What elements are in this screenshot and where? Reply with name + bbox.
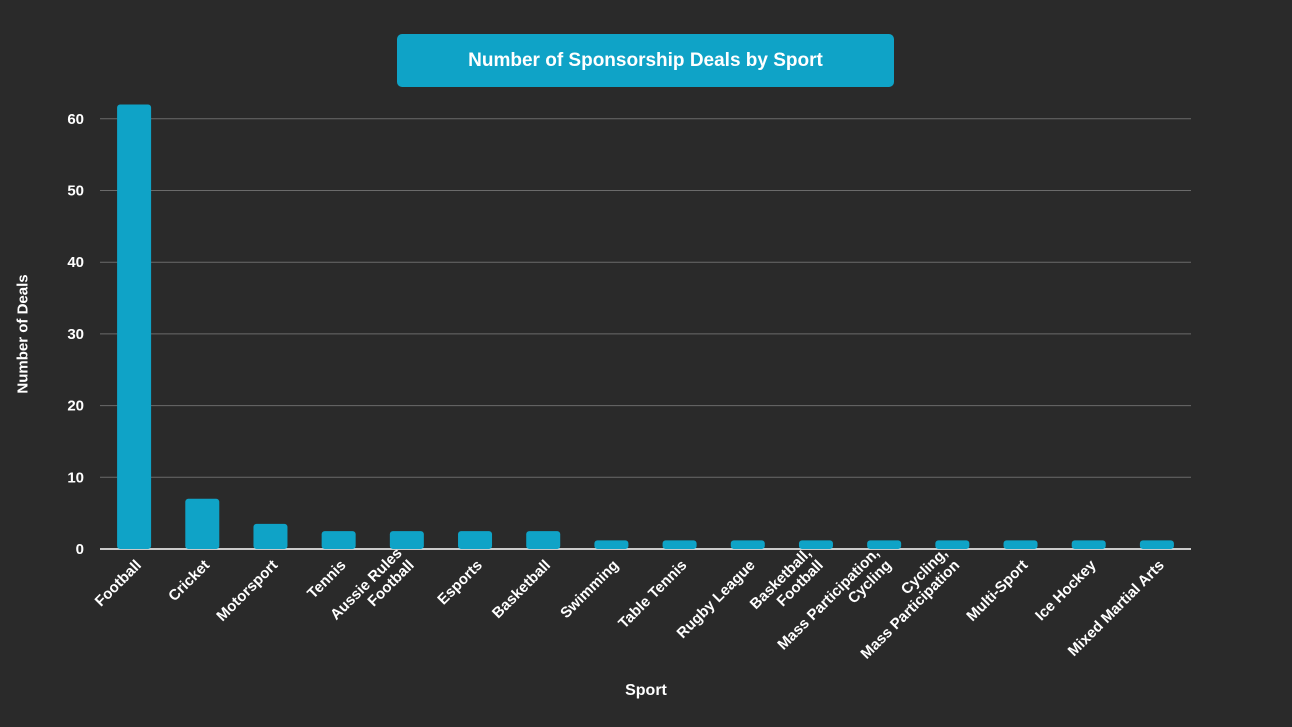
x-tick-label-text: Cricket [165,557,213,605]
x-tick-label-text: Football [92,557,145,610]
x-tick-label: Multi-Sport [963,557,1031,625]
x-tick-label-text: Aussie RulesFootball [327,545,418,636]
bar [867,540,902,549]
x-tick-label-line: Motorsport [213,557,281,625]
x-tick-label-text: Motorsport [213,557,281,625]
x-tick-label: Basketball [489,557,554,622]
bar [185,498,220,549]
bar [730,540,765,549]
y-tick-label: 20 [67,398,84,415]
x-tick-label-line: Cricket [165,557,213,605]
x-tick-label-line: Multi-Sport [963,557,1031,625]
y-tick-label: 30 [67,326,84,343]
x-tick-label: Cricket [165,557,213,605]
x-tick-label-line: Basketball [489,557,554,622]
bar [253,523,288,549]
x-tick-label-text: Table Tennis [615,557,690,632]
bar [662,540,697,549]
x-tick-label-text: Swimming [557,557,622,622]
x-tick-label: Esports [434,557,486,609]
x-tick-label: Table Tennis [615,557,690,632]
bar [798,540,833,549]
x-axis-label: Sport [625,682,667,699]
x-tick-label: Football [92,557,145,610]
bar-layer [117,104,1174,550]
y-tick-label: 50 [67,183,84,200]
bar [1071,540,1106,549]
x-tick-label-text: Esports [434,557,486,609]
bar [389,531,424,549]
y-tick-label: 40 [67,254,84,271]
bar [117,104,152,550]
x-tick-label-line: Table Tennis [615,557,690,632]
x-tick-label: Aussie RulesFootball [327,545,418,636]
grid-layer [100,118,1191,550]
bar [321,531,356,549]
x-tick-label: Swimming [557,557,622,622]
bar [458,531,493,549]
x-tick-label: Ice Hockey [1032,556,1100,624]
y-tick-label: 0 [76,541,84,558]
bar [1139,540,1174,549]
bar [935,540,970,549]
x-tick-label-line: Esports [434,557,486,609]
x-tick-label-text: Multi-Sport [963,557,1031,625]
bar [1003,540,1038,549]
chart-title: Number of Sponsorship Deals by Sport [397,34,894,87]
bar [526,531,561,549]
x-tick-label-line: Football [92,557,145,610]
y-tick-label: 10 [67,469,84,486]
x-tick-label-line: Ice Hockey [1032,556,1100,624]
x-tick-label-text: Ice Hockey [1032,556,1100,624]
x-tick-label: Motorsport [213,557,281,625]
x-tick-label-text: Basketball [489,557,554,622]
x-tick-label-line: Swimming [557,557,622,622]
y-tick-label: 60 [67,111,84,128]
bar [594,540,629,549]
